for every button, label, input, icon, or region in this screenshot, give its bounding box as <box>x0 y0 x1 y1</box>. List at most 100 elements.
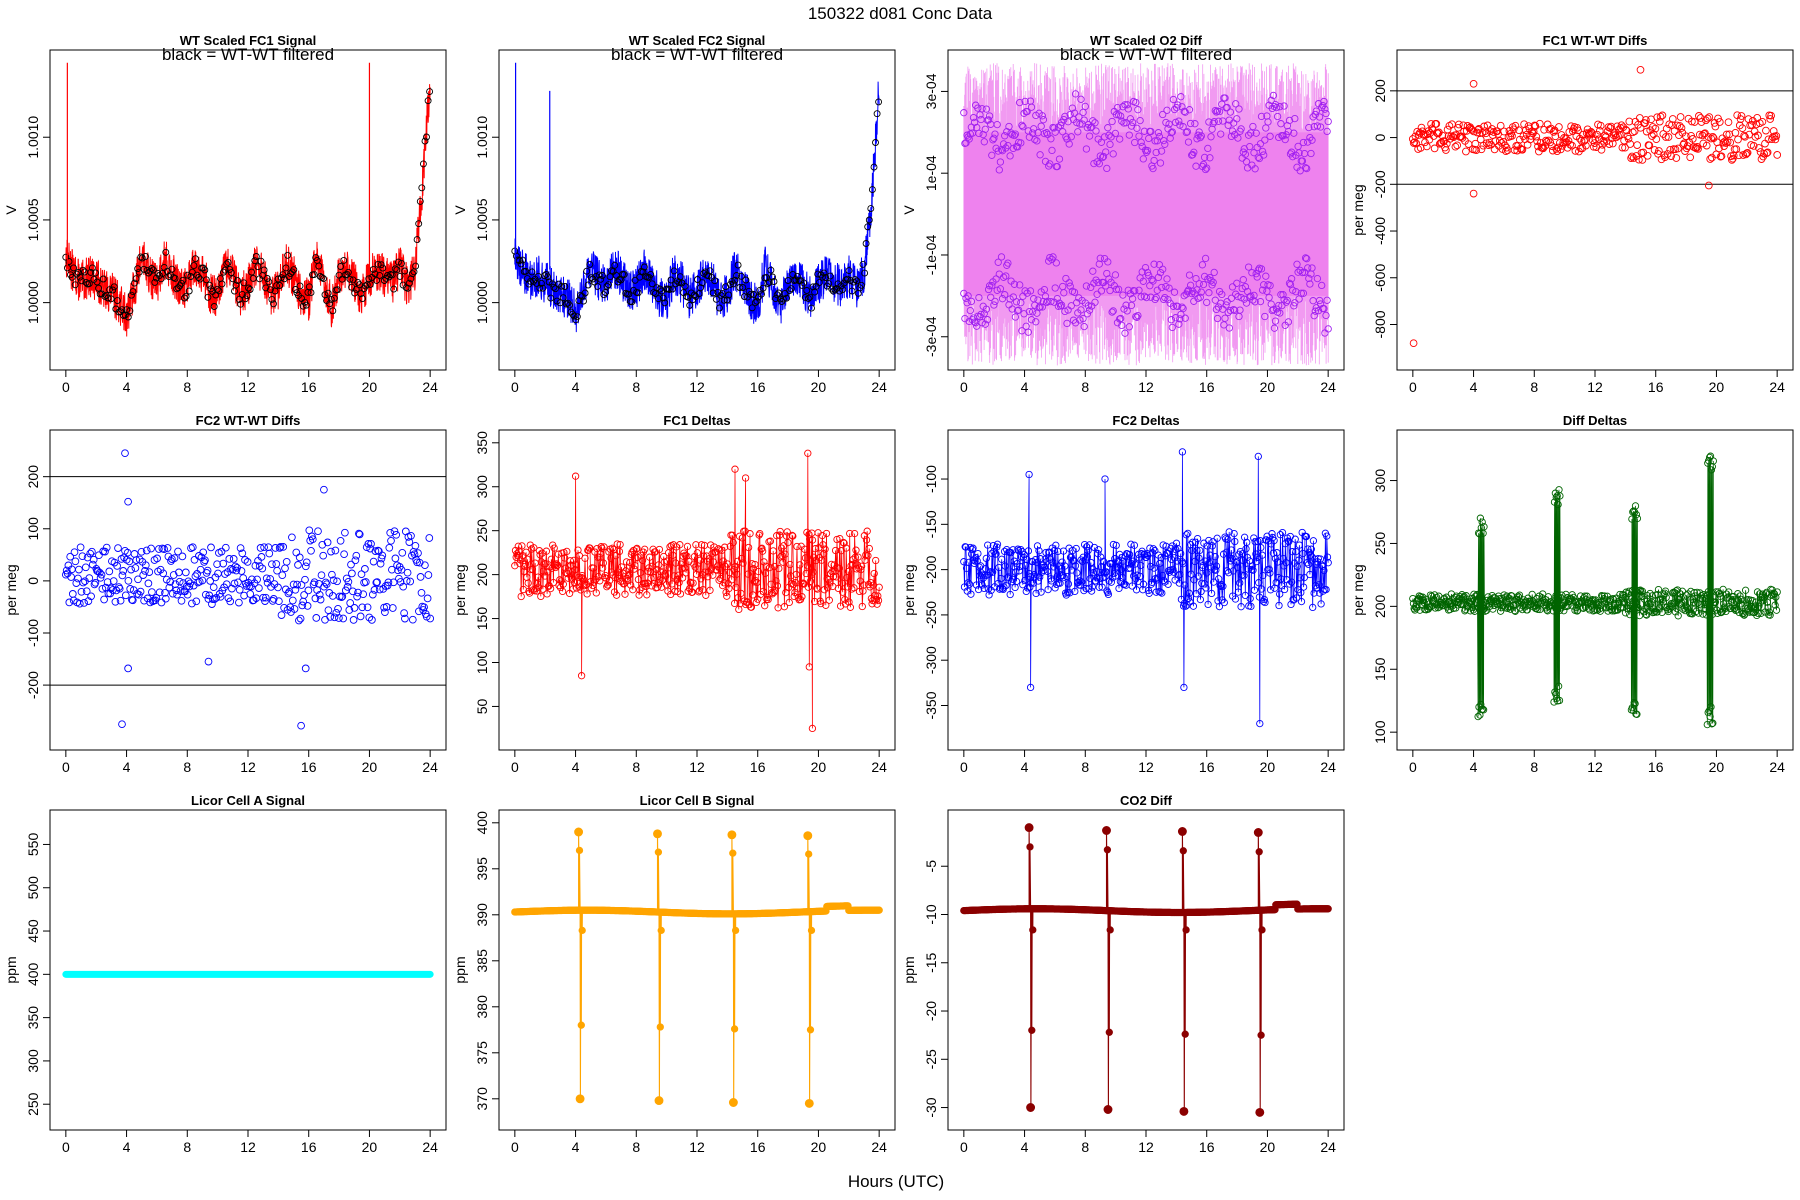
filtered-point <box>769 273 776 281</box>
filtered-point <box>187 273 195 280</box>
scatter-point <box>330 613 339 622</box>
diff-point <box>1207 133 1215 141</box>
filtered-point <box>240 279 248 287</box>
filtered-point <box>640 263 648 271</box>
delta-point <box>1707 466 1716 474</box>
filtered-point <box>224 258 232 266</box>
filtered-point <box>851 276 859 284</box>
outlier-point <box>204 657 213 666</box>
delta-point <box>589 581 597 590</box>
delta-point <box>1708 720 1716 728</box>
x-tick-label: 8 <box>183 1139 191 1155</box>
delta-point <box>848 560 857 569</box>
scatter-point <box>163 544 172 552</box>
scatter-point <box>243 558 252 566</box>
x-tick-label: 8 <box>632 1139 640 1155</box>
delta-point <box>1259 571 1267 580</box>
filtered-point <box>206 281 213 289</box>
delta-point <box>523 555 532 563</box>
scatter-point <box>95 551 103 560</box>
scatter-point <box>1410 138 1419 147</box>
diff-point <box>1266 281 1274 290</box>
delta-point <box>521 560 530 568</box>
delta-point <box>692 570 701 578</box>
delta-point <box>789 580 798 589</box>
delta-point <box>1006 590 1014 599</box>
scatter-point <box>397 565 406 574</box>
delta-point <box>1296 574 1304 582</box>
scatter-point <box>255 562 264 570</box>
diff-point <box>978 105 986 113</box>
diff-point <box>974 104 982 112</box>
scatter-point <box>349 616 358 624</box>
scatter-point <box>1555 123 1563 131</box>
diff-point <box>1149 277 1157 285</box>
delta-point <box>764 595 772 604</box>
filtered-point <box>148 265 156 272</box>
delta-point <box>1017 545 1025 554</box>
delta-point <box>631 561 639 570</box>
delta-point <box>732 583 740 591</box>
delta-point <box>846 529 854 538</box>
diff-point <box>980 138 988 146</box>
scatter-point <box>201 556 209 565</box>
signal-point <box>1026 843 1034 851</box>
diff-point <box>1171 314 1180 322</box>
scatter-point <box>1587 128 1595 136</box>
plot-area <box>960 448 1332 728</box>
diff-point <box>1056 302 1065 310</box>
delta-point <box>1633 514 1642 523</box>
delta-point <box>744 570 752 578</box>
scatter-point <box>188 599 196 608</box>
scatter-point <box>121 591 130 600</box>
delta-point <box>1047 577 1056 585</box>
scatter-point <box>343 583 352 591</box>
delta-point <box>1219 582 1227 590</box>
diff-point <box>1097 287 1106 295</box>
delta-point <box>1508 596 1517 604</box>
filtered-point <box>379 264 387 272</box>
diff-point <box>1066 110 1074 119</box>
scatter-point <box>235 585 244 594</box>
diff-point <box>1109 307 1117 315</box>
diff-point <box>1221 94 1229 102</box>
delta-point <box>1306 570 1314 579</box>
diff-point <box>1160 136 1168 145</box>
scatter-point <box>1527 132 1535 140</box>
diff-point <box>1052 259 1060 267</box>
diff-point <box>1063 319 1071 328</box>
diff-point <box>1051 284 1059 292</box>
signal-point <box>1179 847 1187 855</box>
x-tick-label: 20 <box>811 1139 827 1155</box>
delta-point <box>1632 510 1641 519</box>
delta-point <box>1189 538 1197 546</box>
delta-point <box>1199 561 1207 570</box>
delta-point <box>1266 586 1275 594</box>
y-axis-label: per meg <box>3 564 19 615</box>
scatter-point <box>1591 135 1600 144</box>
diff-point <box>1112 111 1121 119</box>
scatter-point <box>1574 126 1582 135</box>
diff-point <box>962 294 970 302</box>
delta-point <box>1650 608 1658 616</box>
diff-point <box>1236 306 1244 314</box>
delta-point <box>632 545 640 553</box>
delta-point <box>749 591 757 599</box>
delta-point <box>868 600 876 608</box>
delta-point <box>829 572 838 581</box>
diff-point <box>1226 108 1235 116</box>
diff-point <box>1194 131 1202 139</box>
scatter-point <box>414 549 422 557</box>
filtered-point <box>828 285 836 293</box>
delta-point <box>1000 583 1008 591</box>
delta-point <box>988 568 997 576</box>
scatter-point <box>1737 112 1746 120</box>
filtered-point <box>562 300 570 308</box>
filtered-point <box>412 262 420 270</box>
diff-point <box>1196 133 1204 142</box>
scatter-point <box>219 559 228 568</box>
delta-point <box>1130 541 1139 549</box>
scatter-point <box>1724 118 1733 127</box>
diff-point <box>1217 130 1225 138</box>
filtered-point <box>65 258 73 265</box>
